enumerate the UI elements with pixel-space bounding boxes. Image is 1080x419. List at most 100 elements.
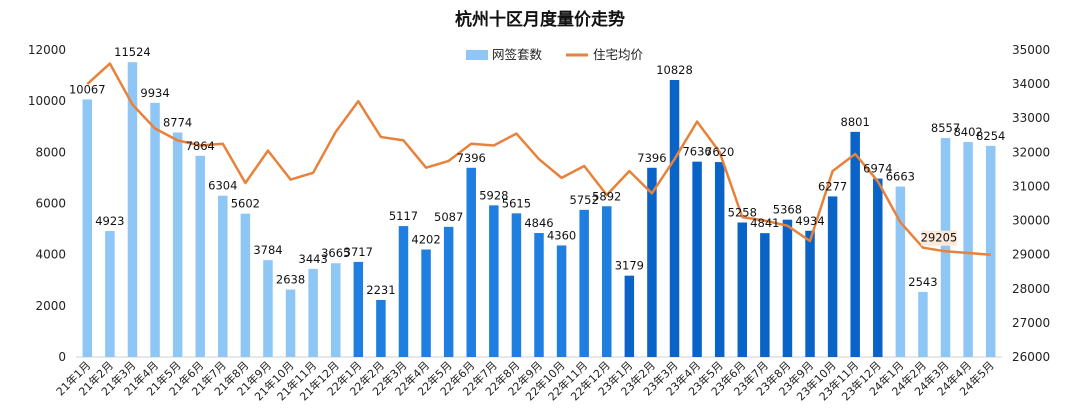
bar <box>918 291 928 357</box>
bar-data-label: 5117 <box>389 209 418 223</box>
bar-data-label: 5928 <box>479 188 508 202</box>
bar <box>218 195 228 357</box>
bar <box>940 138 951 357</box>
bar-data-label: 5752 <box>570 193 599 207</box>
bar-data-label: 4846 <box>524 216 553 230</box>
y-right-tick-label: 27000 <box>1012 316 1050 330</box>
bar <box>330 263 341 357</box>
bar-data-label: 7396 <box>457 151 486 165</box>
legend-bar-label: 网签套数 <box>492 47 543 62</box>
y-right-tick-label: 33000 <box>1012 111 1050 125</box>
bar <box>692 161 702 357</box>
y-left-tick-label: 2000 <box>35 299 66 313</box>
y-right-tick-label: 29000 <box>1012 248 1050 262</box>
bar-data-label: 5892 <box>592 189 621 203</box>
legend-line-label: 住宅均价 <box>593 47 644 62</box>
bar-data-label: 2231 <box>366 283 395 297</box>
bar-data-label: 11524 <box>114 45 151 59</box>
bar-data-label: 8402 <box>953 125 982 139</box>
bar <box>895 186 906 357</box>
bar-data-label: 4923 <box>95 214 124 228</box>
bar-data-label: 5087 <box>434 210 463 224</box>
bar-data-label: 8801 <box>841 115 870 129</box>
legend-bar-swatch <box>466 50 488 60</box>
bar-data-label: 8254 <box>976 129 1005 143</box>
bar-data-label: 7864 <box>186 139 215 153</box>
bar <box>489 205 499 357</box>
bar <box>398 226 409 357</box>
y-right-tick-label: 28000 <box>1012 282 1050 296</box>
bar-data-label: 7620 <box>705 145 734 159</box>
bar-data-label: 6277 <box>818 179 847 193</box>
bar-data-label: 7636 <box>682 145 711 159</box>
bar-data-label: 2638 <box>276 273 305 287</box>
bar <box>556 245 567 357</box>
y-right-tick-label: 31000 <box>1012 179 1050 193</box>
bar-data-label: 5258 <box>728 205 757 219</box>
x-axis: 21年1月21年2月21年3月21年4月21年5月21年6月21年7月21年8月… <box>53 358 997 403</box>
bar <box>105 231 115 357</box>
bar-data-label: 3665 <box>321 246 350 260</box>
bar <box>669 79 680 357</box>
bar <box>466 167 476 357</box>
bar-data-label: 6974 <box>863 162 892 176</box>
bar <box>82 99 93 358</box>
y-right-tick-label: 30000 <box>1012 214 1050 228</box>
bar <box>850 131 860 357</box>
bar <box>443 226 454 357</box>
y-left-tick-label: 4000 <box>35 248 66 262</box>
bar-data-label: 9934 <box>140 86 169 100</box>
y-right-tick-label: 35000 <box>1012 43 1050 57</box>
price-label-box <box>920 230 957 246</box>
bar-data-label: 4360 <box>547 228 576 242</box>
bar <box>827 196 838 357</box>
price-line <box>86 62 991 256</box>
bar-data-label: 4202 <box>411 232 440 246</box>
price-data-label: 29205 <box>921 231 958 245</box>
bar-data-label: 5602 <box>231 197 260 211</box>
bar <box>624 275 635 357</box>
bar-data-label: 3179 <box>615 259 644 273</box>
bar <box>511 213 522 357</box>
bar <box>195 155 205 357</box>
y-left-tick-label: 8000 <box>35 145 66 159</box>
bar-data-label: 4841 <box>750 216 779 230</box>
bar <box>873 178 883 357</box>
bar <box>308 268 318 357</box>
bar <box>737 222 748 357</box>
right-axis: 26000 27000 28000 29000 30000 31000 32000 33000… <box>1012 43 1050 364</box>
bar-data-label: 10067 <box>69 82 106 96</box>
bar <box>782 219 793 357</box>
bar <box>240 213 251 357</box>
bar <box>285 289 296 357</box>
bar-data-label: 3717 <box>344 245 373 259</box>
bar-data-label: 2543 <box>908 275 937 289</box>
bar <box>150 102 160 357</box>
bar <box>127 62 138 357</box>
bar-data-label: 5368 <box>773 203 802 217</box>
bar <box>421 249 431 357</box>
bar <box>602 206 612 357</box>
bar <box>963 142 973 357</box>
y-left-tick-label: 12000 <box>28 43 66 57</box>
bar-data-label: 4934 <box>795 214 824 228</box>
chart-title: 杭州十区月度量价走势 <box>455 9 625 30</box>
bar <box>579 209 589 357</box>
bar <box>714 162 725 357</box>
bar <box>172 132 183 357</box>
bar-data-label: 6663 <box>886 170 915 184</box>
line-series <box>86 62 991 256</box>
bar-data-label: 5615 <box>502 196 531 210</box>
bar-data-label: 7396 <box>637 151 666 165</box>
y-left-tick-label: 10000 <box>28 94 66 108</box>
y-right-tick-label: 34000 <box>1012 77 1050 91</box>
y-left-tick-label: 6000 <box>35 197 66 211</box>
legend: 网签套数 住宅均价 <box>466 47 644 62</box>
bar <box>376 299 386 357</box>
bar <box>760 233 770 357</box>
bar <box>805 230 815 357</box>
y-left-tick-label: 0 <box>58 350 66 364</box>
price-point-label: 29205 <box>920 230 958 246</box>
